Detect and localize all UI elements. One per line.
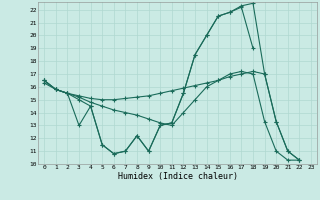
X-axis label: Humidex (Indice chaleur): Humidex (Indice chaleur): [118, 172, 238, 181]
